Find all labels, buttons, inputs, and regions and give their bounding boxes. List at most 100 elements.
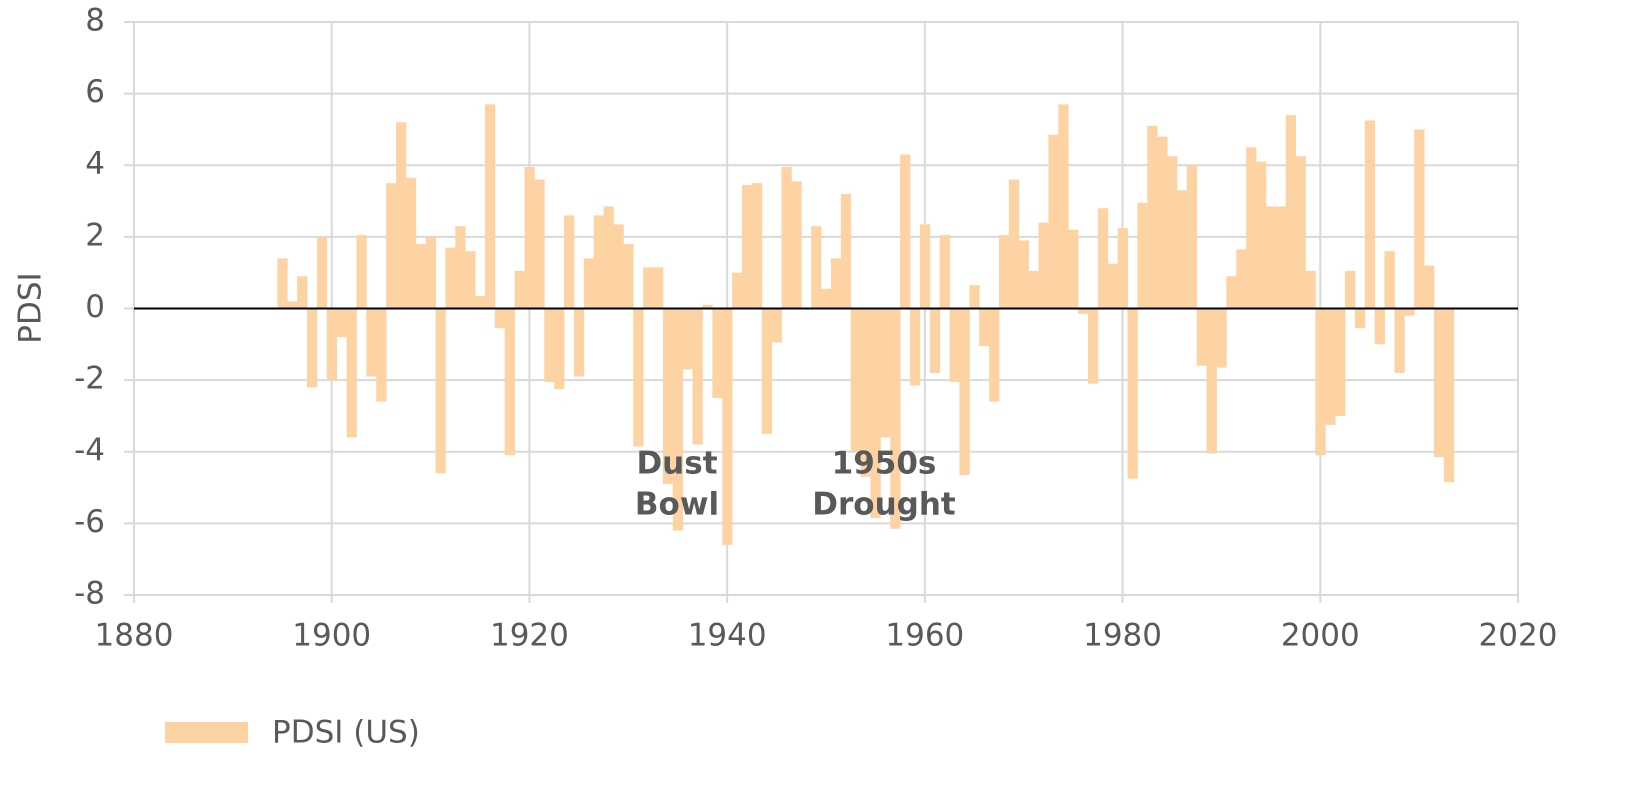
- y-tick-label: -4: [74, 432, 105, 468]
- bar: [781, 167, 792, 309]
- bar: [1058, 104, 1069, 309]
- bar: [672, 308, 684, 531]
- bar: [287, 301, 298, 309]
- bar: [1335, 308, 1346, 416]
- bar: [1384, 251, 1395, 309]
- y-tick-label: -8: [74, 576, 105, 612]
- x-tick-label: 1900: [292, 618, 371, 654]
- bar: [890, 308, 901, 529]
- bar: [969, 285, 980, 309]
- bar: [732, 272, 743, 309]
- bar: [929, 308, 941, 373]
- bar: [1107, 263, 1119, 309]
- x-tick-label: 1920: [490, 618, 569, 654]
- bar: [554, 308, 565, 390]
- bar: [1285, 115, 1296, 309]
- bar: [623, 244, 634, 309]
- bar: [455, 226, 466, 309]
- bar: [277, 258, 288, 309]
- bar: [771, 308, 782, 343]
- bar: [692, 308, 703, 445]
- bar: [395, 122, 407, 309]
- bar: [1137, 202, 1148, 309]
- x-tick-label: 1880: [95, 618, 174, 654]
- bar: [910, 308, 921, 386]
- bar: [583, 258, 595, 309]
- bar: [949, 308, 960, 382]
- bar: [297, 276, 308, 309]
- bar: [1176, 190, 1188, 309]
- bar: [751, 183, 763, 309]
- bar: [900, 154, 911, 309]
- bar: [1275, 206, 1287, 309]
- bar: [919, 224, 931, 309]
- bar: [366, 308, 377, 377]
- bar: [643, 267, 654, 309]
- bar: [741, 184, 753, 309]
- bar: [465, 251, 476, 309]
- bar: [564, 215, 575, 309]
- bar: [316, 236, 328, 309]
- bar: [1374, 308, 1385, 345]
- bar: [860, 308, 871, 477]
- bar: [336, 308, 347, 338]
- bar: [1265, 206, 1277, 309]
- annotation: Bowl: [635, 487, 719, 523]
- bar: [1236, 249, 1247, 309]
- bar: [1087, 308, 1099, 384]
- bar: [1196, 308, 1207, 366]
- bar: [1117, 227, 1128, 309]
- bar: [435, 308, 446, 474]
- bar: [1226, 276, 1237, 309]
- bar: [1325, 308, 1336, 425]
- x-tick-label: 2000: [1281, 618, 1360, 654]
- bar: [1295, 156, 1306, 309]
- bar: [544, 308, 555, 382]
- bar: [1414, 129, 1425, 309]
- y-tick-label: 8: [85, 3, 105, 39]
- bar: [1256, 161, 1267, 309]
- annotation: 1950s: [832, 446, 937, 482]
- bar: [1424, 265, 1435, 309]
- bar: [405, 177, 417, 309]
- y-tick-label: 4: [85, 146, 105, 182]
- bar: [613, 224, 624, 309]
- bar: [425, 236, 436, 309]
- bar: [821, 288, 832, 309]
- bar: [682, 308, 693, 370]
- bar: [1018, 240, 1030, 309]
- bar: [573, 308, 585, 377]
- bar: [989, 308, 1000, 402]
- bar: [722, 308, 733, 545]
- bar: [1038, 222, 1049, 309]
- bar: [712, 308, 723, 399]
- bar: [1147, 125, 1158, 309]
- bar: [1206, 308, 1217, 454]
- bar: [307, 308, 318, 388]
- bar: [702, 304, 713, 309]
- x-tick-label: 2020: [1479, 618, 1558, 654]
- bar: [415, 244, 427, 309]
- bar: [445, 247, 456, 309]
- bar: [494, 308, 506, 329]
- y-tick-label: -6: [74, 504, 105, 540]
- annotation: Dust: [636, 446, 717, 482]
- bar: [811, 226, 822, 309]
- bar: [880, 308, 891, 438]
- bar: [1246, 147, 1257, 309]
- bar: [761, 308, 773, 434]
- bar: [1315, 308, 1326, 456]
- bar: [534, 179, 545, 309]
- bar: [504, 308, 515, 456]
- y-axis-label: PDSI: [13, 272, 49, 343]
- bar: [1167, 156, 1178, 309]
- bar: [1008, 179, 1020, 309]
- bar: [653, 267, 664, 309]
- bar: [603, 206, 614, 309]
- bar: [1068, 229, 1079, 309]
- y-tick-label: -2: [74, 361, 105, 397]
- bar: [1216, 308, 1227, 368]
- bar: [870, 308, 881, 519]
- bar: [1354, 308, 1366, 329]
